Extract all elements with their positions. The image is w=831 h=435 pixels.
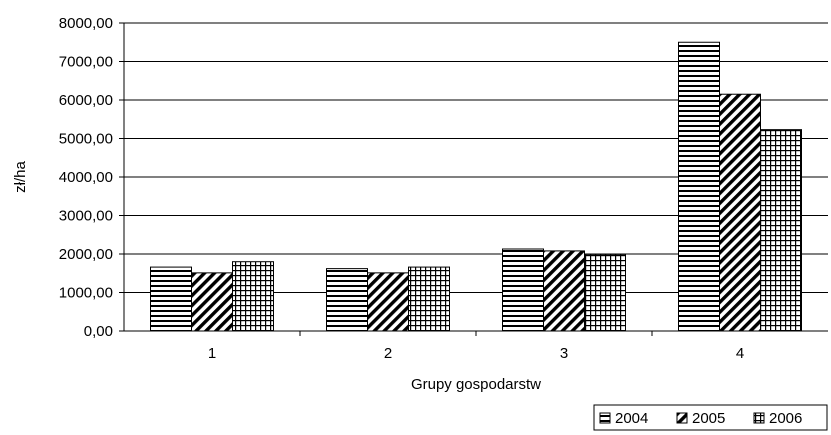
- bar-2006-group-2: [408, 266, 450, 332]
- legend-label-2005: 2005: [692, 410, 725, 427]
- bar-2005-group-1: [191, 272, 233, 332]
- bar-2005-group-4: [719, 93, 761, 332]
- bar-2004-group-1: [150, 266, 192, 332]
- y-tick-label: 1000,00: [59, 285, 113, 302]
- legend-swatch-2004: [599, 412, 611, 424]
- bars: [150, 41, 802, 332]
- y-tick-labels: 0,00 1000,00 2000,00 3000,00 4000,00 5000,00 6…: [59, 15, 113, 340]
- x-axis-title: Grupy gospodarstw: [411, 376, 541, 393]
- bar-2006-group-1: [232, 261, 274, 332]
- legend-label-2006: 2006: [769, 410, 802, 427]
- y-tick-label: 2000,00: [59, 246, 113, 263]
- x-tick-labels: 1 2 3 4: [208, 331, 744, 362]
- x-tick-label: 2: [384, 345, 392, 362]
- bar-2005-group-3: [543, 250, 585, 332]
- bar-2004-group-2: [326, 268, 368, 332]
- bar-2005-group-2: [367, 272, 409, 332]
- y-tick-label: 6000,00: [59, 92, 113, 109]
- legend-swatch-2006: [753, 412, 765, 424]
- y-axis-title: zł/ha: [12, 161, 29, 193]
- y-tick-label: 4000,00: [59, 169, 113, 186]
- x-tick-label: 1: [208, 345, 216, 362]
- bar-2006-group-4: [760, 129, 802, 332]
- legend: 2004 2005 2006: [593, 404, 828, 431]
- bar-2004-group-4: [678, 41, 720, 332]
- y-tick-label: 7000,00: [59, 54, 113, 71]
- bar-2006-group-3: [584, 253, 626, 332]
- y-tick-label: 5000,00: [59, 131, 113, 148]
- y-tick-label: 8000,00: [59, 15, 113, 32]
- x-tick-label: 3: [560, 345, 568, 362]
- y-tick-label: 0,00: [84, 323, 113, 340]
- legend-box: [593, 404, 828, 431]
- y-tick-label: 3000,00: [59, 208, 113, 225]
- legend-swatch-2005: [676, 412, 688, 424]
- bar-2004-group-3: [502, 248, 544, 332]
- legend-label-2004: 2004: [615, 410, 648, 427]
- x-tick-label: 4: [736, 345, 744, 362]
